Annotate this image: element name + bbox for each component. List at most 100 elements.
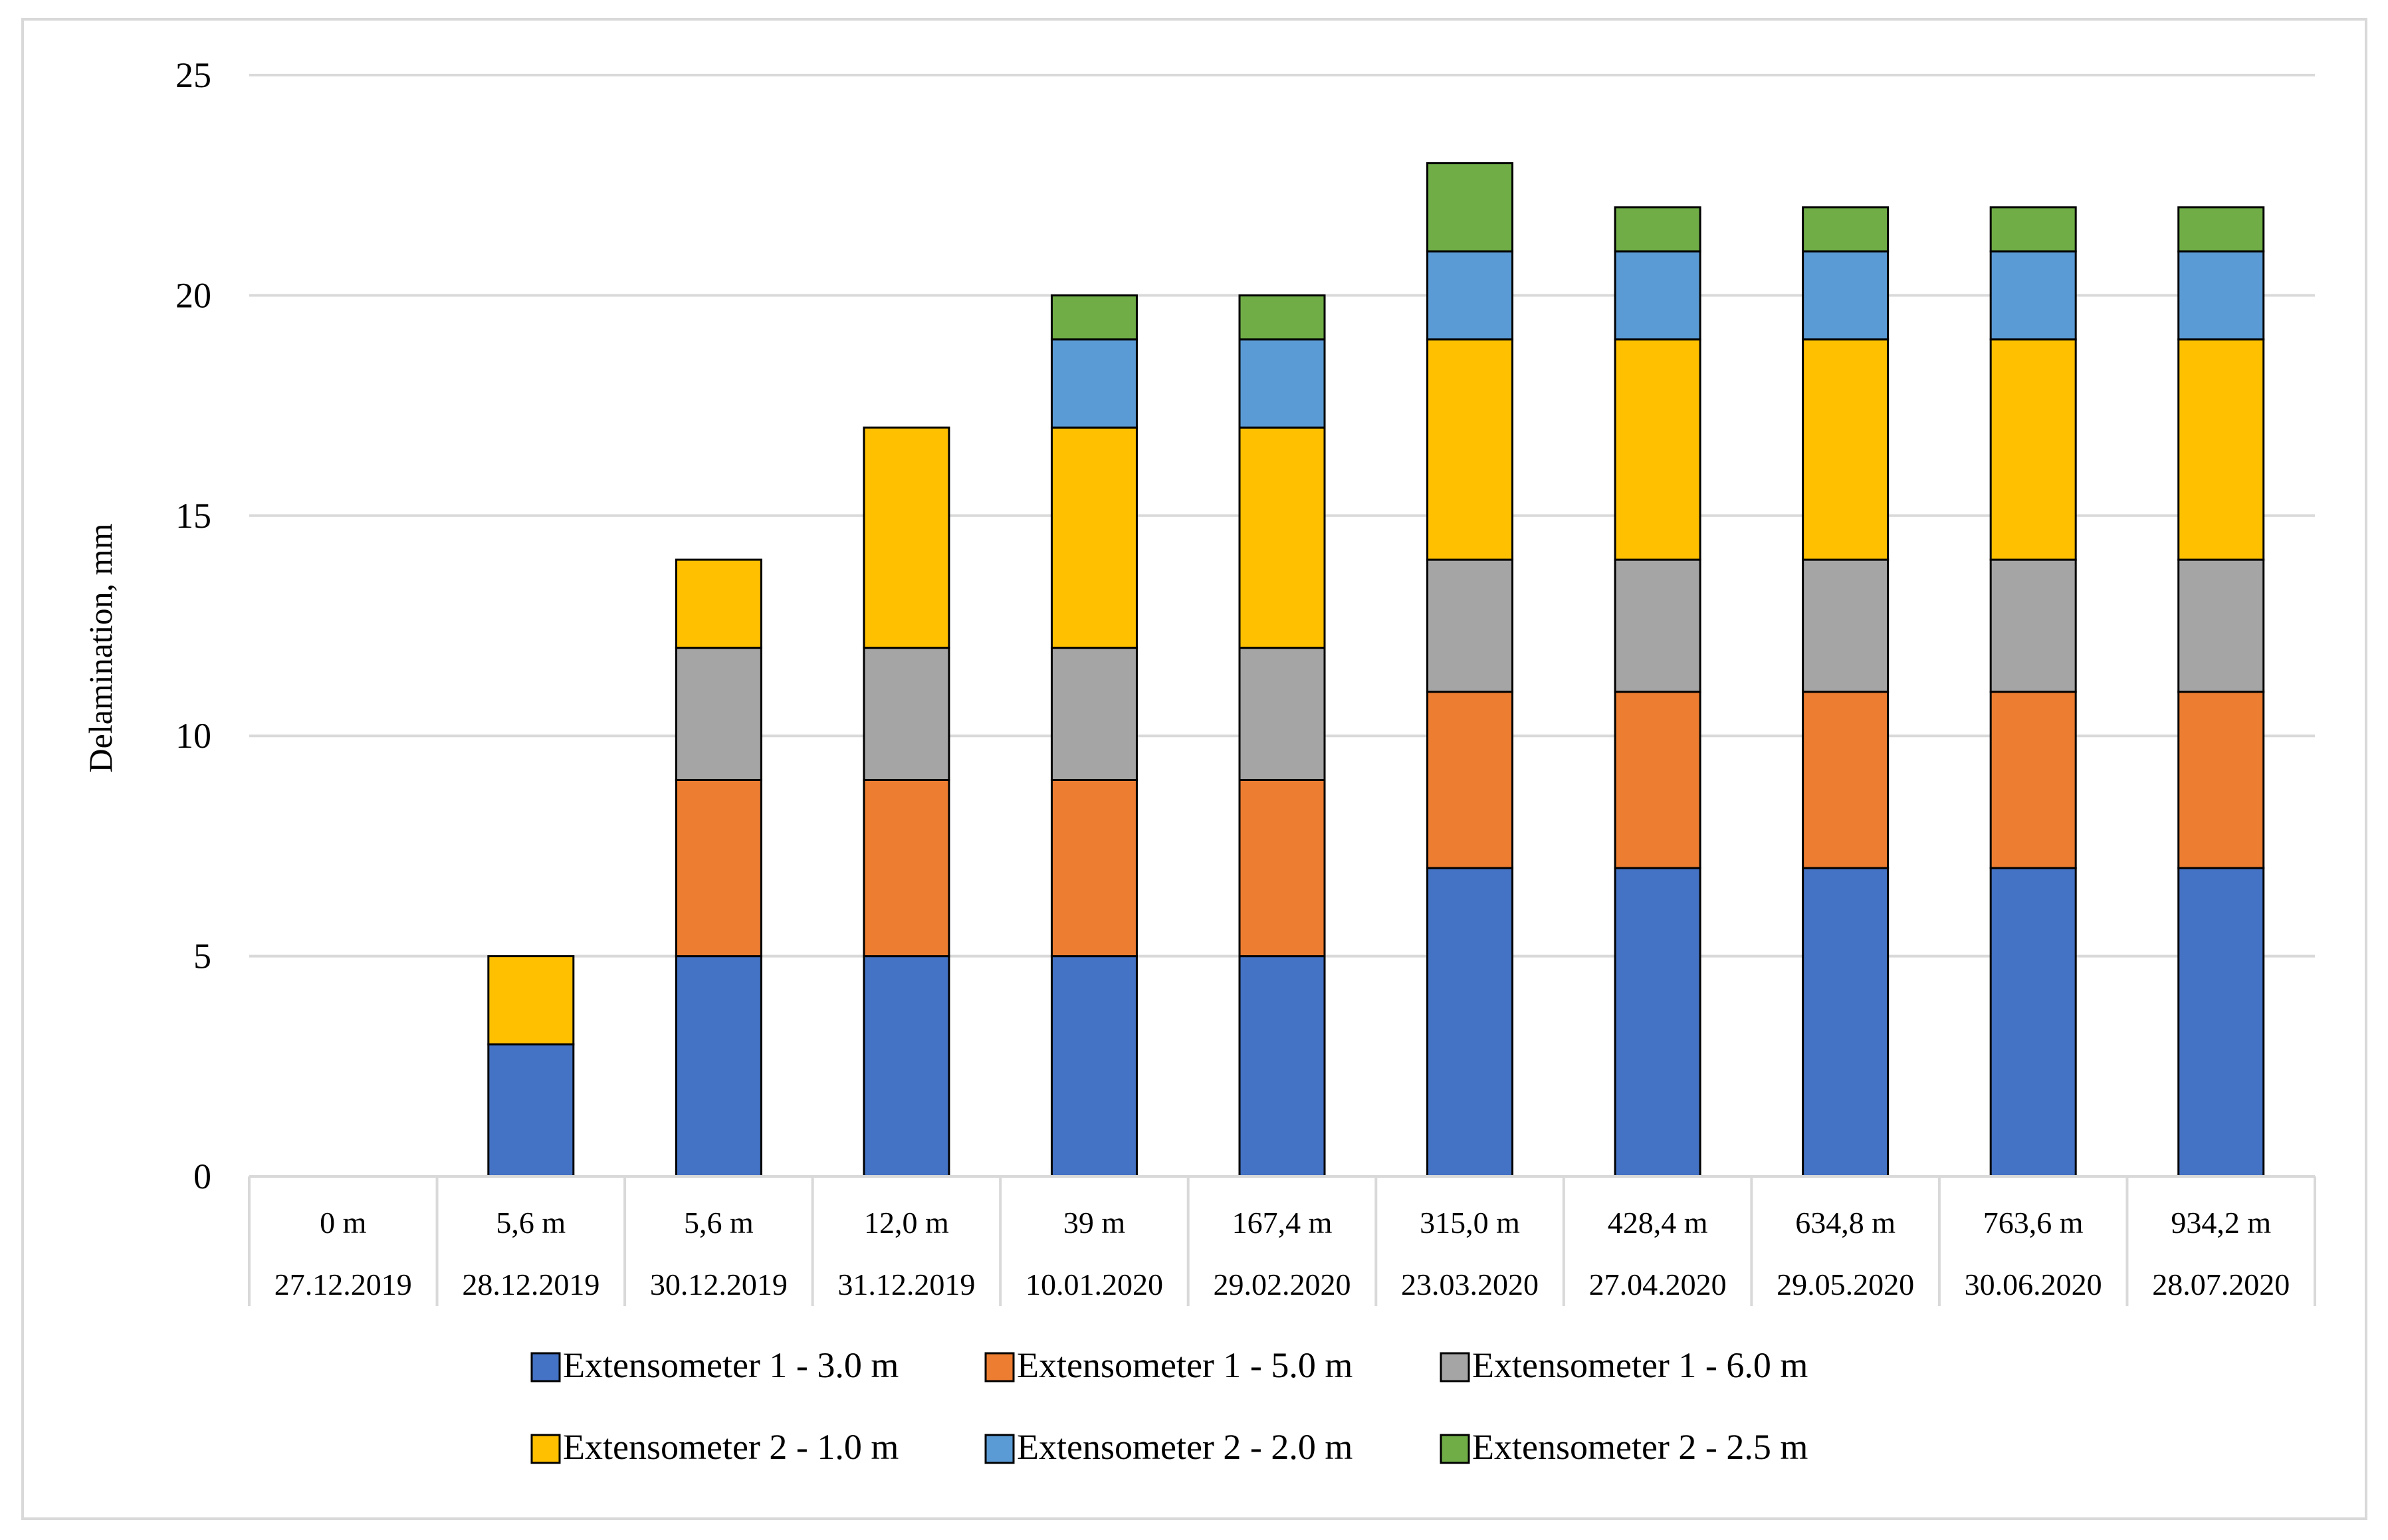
bar-segment-s2-c4: [1050, 647, 1138, 781]
x-tick-date-0: 27.12.2019: [274, 1267, 412, 1301]
legend-item-5: Extensometer 2 - 2.5 m: [1440, 1427, 1808, 1467]
bar-segment-s0-c1: [487, 1043, 575, 1178]
x-tick-date-8: 29.05.2020: [1777, 1267, 1914, 1301]
bar-segment-s4-c9: [1989, 250, 2077, 341]
bar-segment-s1-c10: [2177, 691, 2265, 869]
bar-segment-s1-c8: [1802, 691, 1890, 869]
bar-segment-s1-c4: [1050, 778, 1138, 958]
bar-segment-s1-c2: [675, 778, 762, 958]
x-tick-date-4: 10.01.2020: [1026, 1267, 1163, 1301]
bar-segment-s5-c8: [1802, 206, 1890, 253]
x-tick-distance-1: 5,6 m: [496, 1206, 566, 1240]
bar-segment-s3-c7: [1614, 338, 1701, 561]
x-tick-date-10: 28.07.2020: [2152, 1267, 2290, 1301]
x-axis-labels: 0 m 27.12.2019 5,6 m 28.12.2019 5,6 m 30.12.2…: [274, 1206, 2290, 1301]
bar-segment-s5-c4: [1050, 294, 1138, 341]
bar-segment-s5-c6: [1426, 162, 1514, 253]
bar-segment-s3-c10: [2177, 338, 2265, 561]
bar-segment-s0-c7: [1614, 867, 1701, 1178]
y-tick-label-15: 15: [175, 496, 211, 536]
legend-swatch-2: [1440, 1352, 1470, 1382]
legend-label-5: Extensometer 2 - 2.5 m: [1472, 1427, 1808, 1467]
x-tick-date-5: 29.02.2020: [1214, 1267, 1351, 1301]
x-tick-distance-8: 634,8 m: [1795, 1206, 1896, 1240]
bar-segment-s1-c9: [1989, 691, 2077, 869]
x-tick-distance-9: 763,6 m: [1983, 1206, 2084, 1240]
x-tick-distance-3: 12,0 m: [864, 1206, 949, 1240]
bar-segment-s3-c8: [1802, 338, 1890, 561]
bar-segment-s2-c6: [1426, 558, 1514, 693]
y-tick-label-10: 10: [175, 716, 211, 756]
bar-segment-s4-c4: [1050, 338, 1138, 429]
x-tick-distance-4: 39 m: [1063, 1206, 1126, 1240]
legend-swatch-1: [984, 1352, 1015, 1382]
bar-segment-s5-c9: [1989, 206, 2077, 253]
legend-swatch-0: [530, 1352, 561, 1382]
x-tick-distance-7: 428,4 m: [1608, 1206, 1708, 1240]
bar-segment-s5-c10: [2177, 206, 2265, 253]
bar-segment-s2-c3: [863, 647, 950, 781]
bar-segment-s1-c3: [863, 778, 950, 958]
y-axis-ticks: 0 5 10 15 20 25: [175, 55, 211, 1196]
bar-segment-s2-c7: [1614, 558, 1701, 693]
legend-item-0: Extensometer 1 - 3.0 m: [530, 1345, 899, 1385]
y-axis-label: Delamination, mm: [82, 523, 119, 772]
bar-segment-s3-c3: [863, 426, 950, 649]
bar-segment-s0-c8: [1802, 867, 1890, 1178]
x-tick-distance-6: 315,0 m: [1420, 1206, 1520, 1240]
bar-segment-s3-c4: [1050, 426, 1138, 649]
bar-segment-s2-c8: [1802, 558, 1890, 693]
bar-segment-s0-c2: [675, 955, 762, 1178]
x-tick-date-7: 27.04.2020: [1589, 1267, 1727, 1301]
y-tick-label-0: 0: [193, 1156, 211, 1196]
x-tick-distance-0: 0 m: [320, 1206, 367, 1240]
bar-segment-s0-c4: [1050, 955, 1138, 1178]
bar-segment-s4-c10: [2177, 250, 2265, 341]
bar-segment-s3-c2: [675, 558, 762, 649]
bar-segment-s3-c6: [1426, 338, 1514, 561]
bar-segment-s3-c9: [1989, 338, 2077, 561]
y-tick-label-5: 5: [193, 936, 211, 976]
bar-segment-s1-c7: [1614, 691, 1701, 869]
bar-segment-s4-c7: [1614, 250, 1701, 341]
x-tick-distance-2: 5,6 m: [684, 1206, 754, 1240]
bar-segment-s0-c10: [2177, 867, 2265, 1178]
legend-swatch-5: [1440, 1434, 1470, 1464]
bar-segment-s4-c8: [1802, 250, 1890, 341]
y-tick-label-20: 20: [175, 275, 211, 315]
legend-label-1: Extensometer 1 - 5.0 m: [1017, 1345, 1353, 1385]
bar-segment-s0-c9: [1989, 867, 2077, 1178]
bar-segment-s1-c6: [1426, 691, 1514, 869]
legend-label-2: Extensometer 1 - 6.0 m: [1472, 1345, 1808, 1385]
chart-frame: [21, 18, 2367, 1520]
y-tick-label-25: 25: [175, 55, 211, 95]
bar-segment-s2-c5: [1238, 647, 1326, 781]
bar-segment-s4-c5: [1238, 338, 1326, 429]
x-tick-distance-10: 934,2 m: [2171, 1206, 2271, 1240]
legend-label-3: Extensometer 2 - 1.0 m: [563, 1427, 899, 1467]
x-tick-date-1: 28.12.2019: [462, 1267, 599, 1301]
bar-segment-s2-c2: [675, 647, 762, 781]
bar-segment-s0-c5: [1238, 955, 1326, 1178]
legend-item-3: Extensometer 2 - 1.0 m: [530, 1427, 899, 1467]
legend-swatch-3: [530, 1434, 561, 1464]
legend-item-4: Extensometer 2 - 2.0 m: [984, 1427, 1353, 1467]
bar-segment-s0-c6: [1426, 867, 1514, 1178]
bar-segment-s0-c3: [863, 955, 950, 1178]
bar-segment-s5-c5: [1238, 294, 1326, 341]
bar-segment-s3-c5: [1238, 426, 1326, 649]
x-tick-date-2: 30.12.2019: [650, 1267, 788, 1301]
legend-item-1: Extensometer 1 - 5.0 m: [984, 1345, 1353, 1385]
x-axis-category-table: [248, 1175, 2316, 1306]
legend-swatch-4: [984, 1434, 1015, 1464]
bar-segment-s5-c7: [1614, 206, 1701, 253]
bars: [487, 162, 2265, 1178]
legend-label-0: Extensometer 1 - 3.0 m: [563, 1345, 899, 1385]
x-tick-date-6: 23.03.2020: [1401, 1267, 1539, 1301]
legend-label-4: Extensometer 2 - 2.0 m: [1017, 1427, 1353, 1467]
bar-segment-s3-c1: [487, 955, 575, 1045]
bar-segment-s4-c6: [1426, 250, 1514, 341]
x-tick-date-9: 30.06.2020: [1965, 1267, 2102, 1301]
legend: Extensometer 1 - 3.0 m Extensometer 1 - 5…: [530, 1345, 1808, 1467]
bar-segment-s2-c9: [1989, 558, 2077, 693]
